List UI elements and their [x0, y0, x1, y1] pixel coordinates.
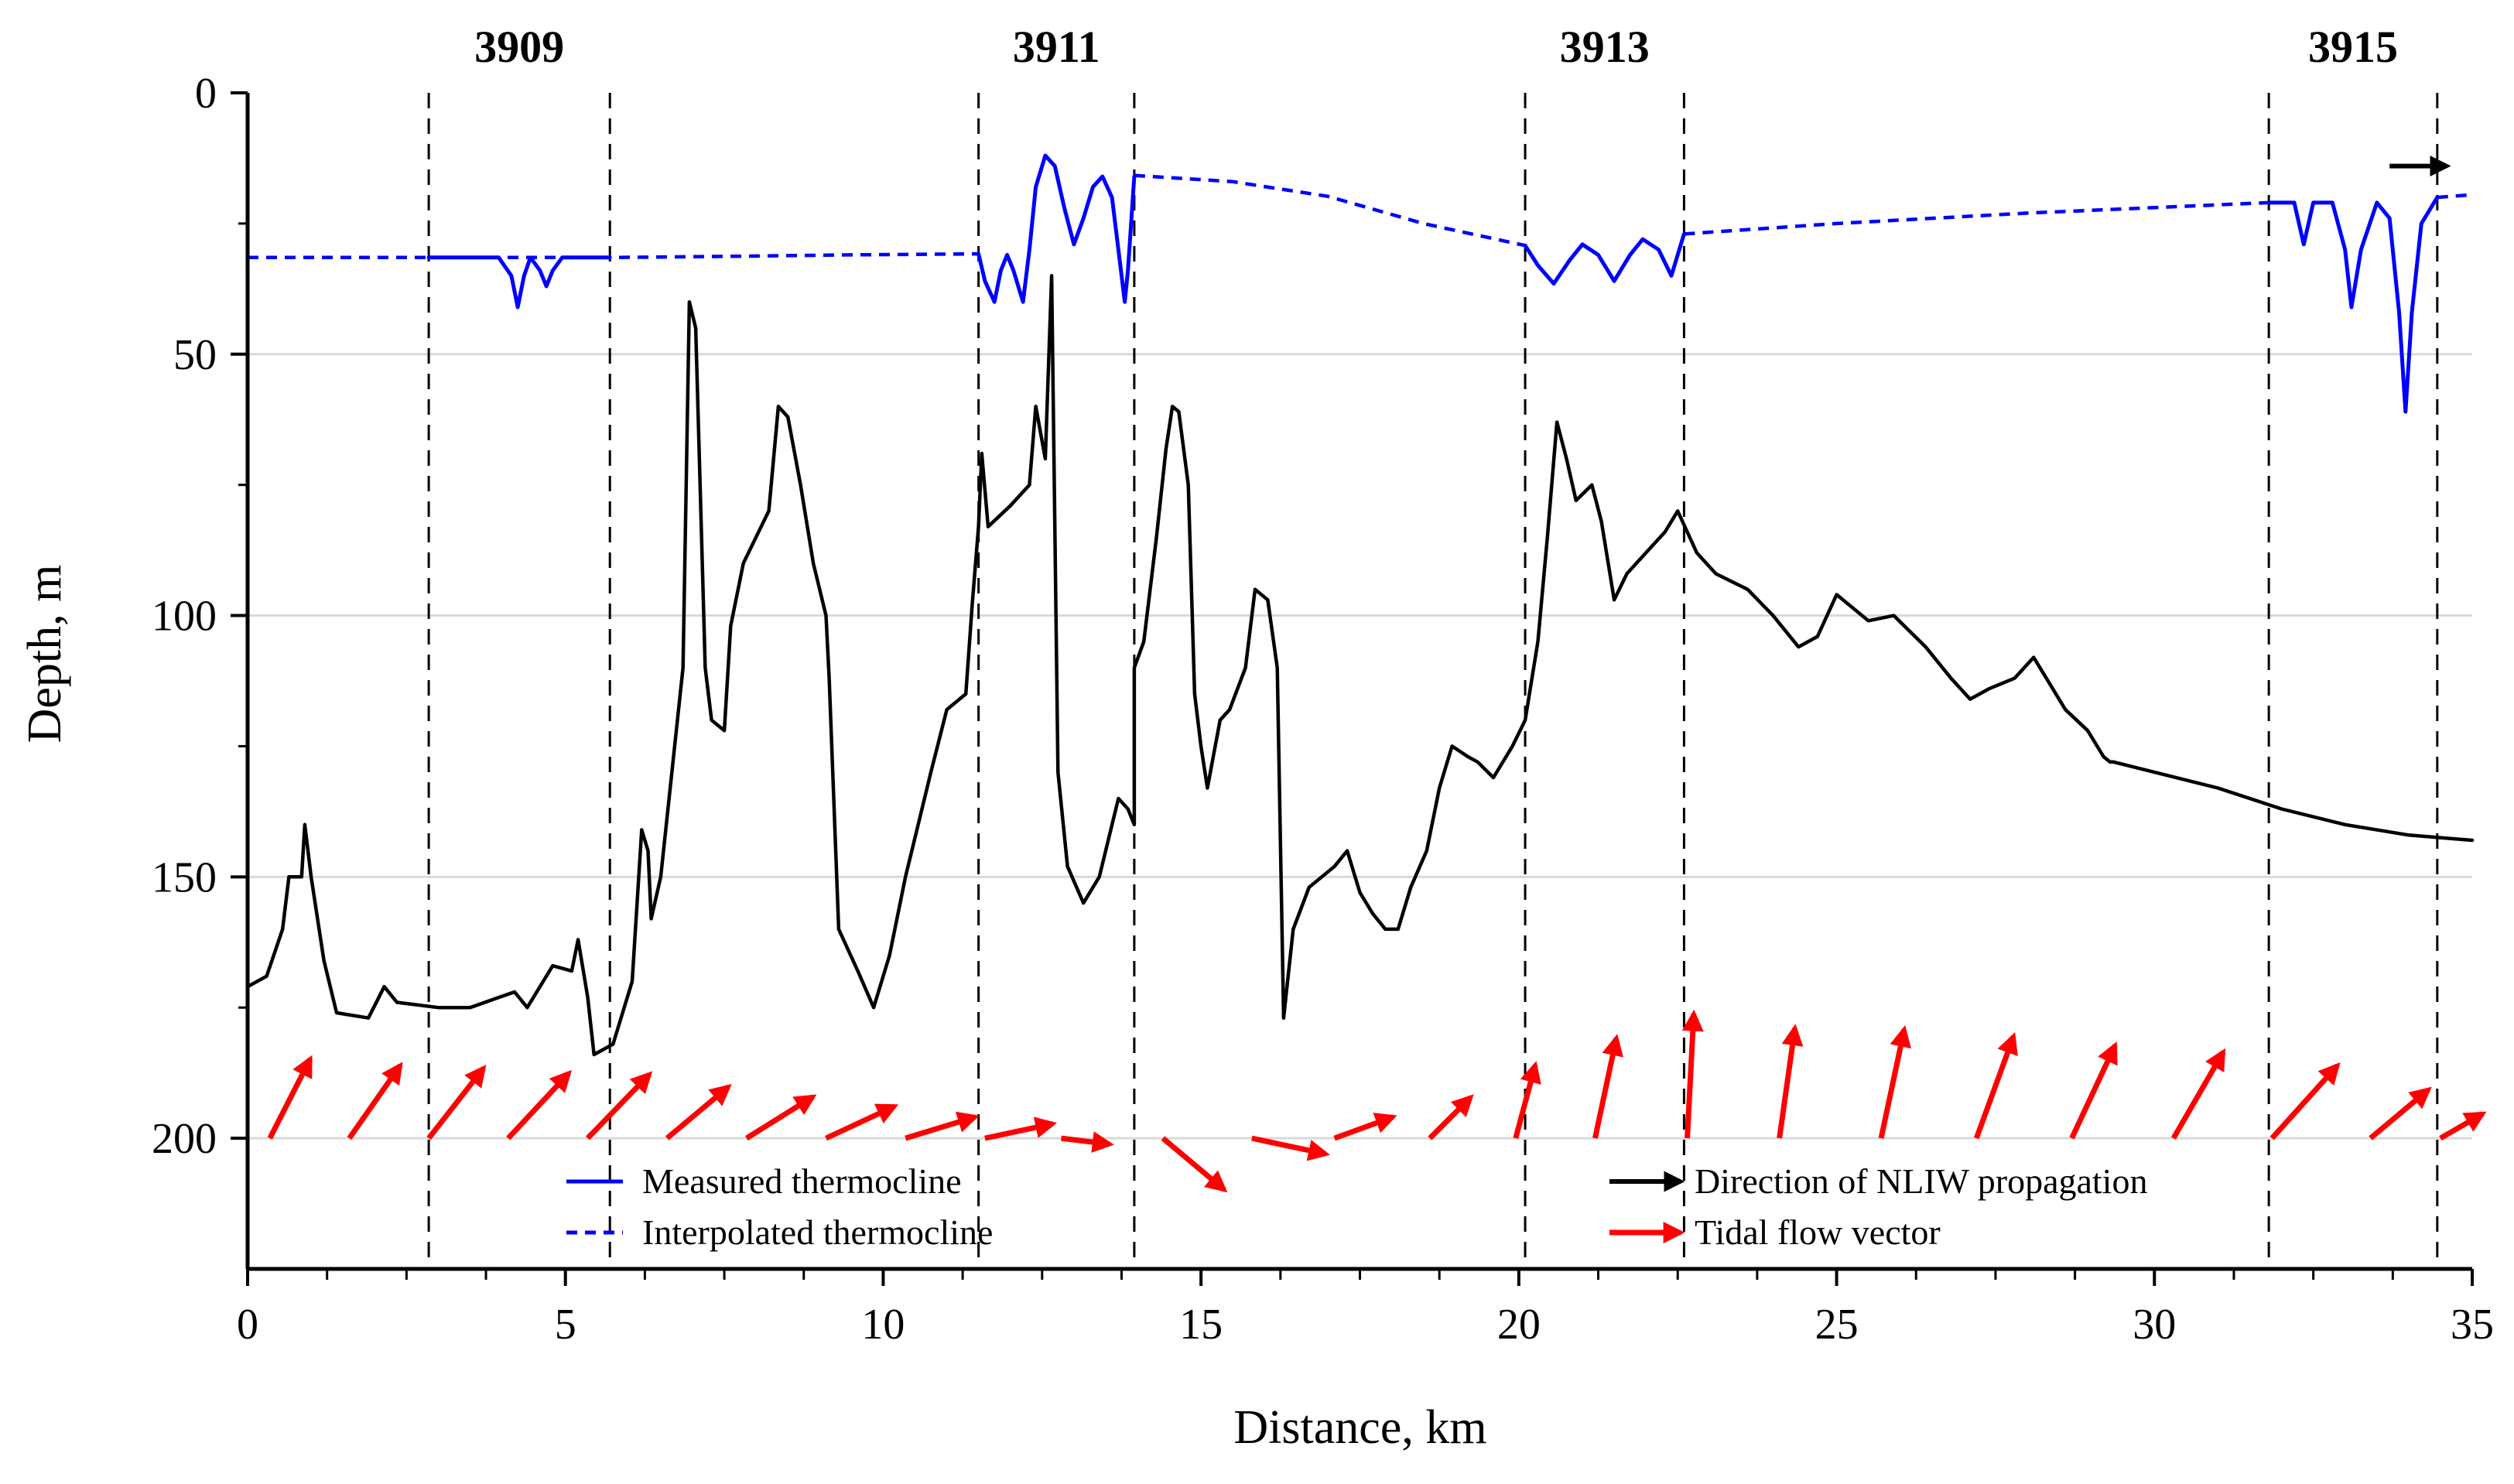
x-tick-label-0: 0 — [237, 1301, 258, 1349]
station-label-3909: 3909 — [474, 22, 564, 72]
tidal-vector-22 — [2170, 1048, 2226, 1140]
tidal-vector-20 — [1973, 1032, 2018, 1140]
series-layer — [245, 153, 2475, 1057]
y-tick-label-200: 200 — [152, 1115, 217, 1163]
tidal-vector-4 — [585, 1071, 653, 1140]
tidal-vector-25 — [2439, 1111, 2487, 1141]
tidal-vector-17 — [1681, 1009, 1704, 1139]
station-label-3911: 3911 — [1013, 22, 1100, 72]
tidal-vector-16 — [1592, 1034, 1623, 1139]
measured-thermocline-line-5 — [426, 255, 612, 309]
tidal-vector-14 — [1428, 1094, 1474, 1140]
tidal-vector-8 — [905, 1111, 980, 1141]
tidal-vector-21 — [2069, 1041, 2118, 1140]
measured-thermocline-line-6 — [977, 153, 1137, 304]
y-tick-label-150: 150 — [152, 853, 217, 901]
interpolated-thermocline-line-4 — [2437, 193, 2473, 200]
tidal-vector-12 — [1251, 1135, 1330, 1161]
tidal-vector-5 — [665, 1083, 732, 1140]
station-lines: 3909 3911 3913 3915 — [427, 22, 2439, 1269]
tidal-vector-19 — [1878, 1025, 1911, 1139]
tidal-vector-3 — [506, 1069, 573, 1140]
x-tick-label-20: 20 — [1497, 1301, 1541, 1349]
tidal-vector-7 — [825, 1103, 899, 1141]
y-tick-label-100: 100 — [152, 593, 217, 641]
interpolated-thermocline-line-1 — [248, 251, 979, 260]
tidal-vectors — [267, 156, 2487, 1193]
x-tick-label-35: 35 — [2451, 1301, 2494, 1349]
station-label-3913: 3913 — [1560, 22, 1650, 72]
axes: 0 50 100 150 200 0 5 10 15 20 25 30 35 — [152, 70, 2494, 1349]
tidal-vector-13 — [1333, 1113, 1397, 1141]
interpolated-thermocline-line-2 — [1134, 173, 1526, 248]
y-axis-title: Depth, m — [19, 565, 71, 744]
tidal-vector-24 — [2369, 1086, 2432, 1140]
tidal-vector-23 — [2269, 1062, 2341, 1140]
x-tick-label-5: 5 — [555, 1301, 576, 1349]
gridlines — [248, 353, 2472, 1140]
measured-thermocline-line-8 — [2266, 195, 2440, 414]
y-tick-label-50: 50 — [173, 331, 217, 379]
tidal-vector-18 — [1777, 1024, 1804, 1139]
interpolated-thermocline-line-3 — [1684, 200, 2269, 236]
tidal-vector-11 — [1161, 1136, 1228, 1193]
tidal-vector-9 — [984, 1116, 1058, 1141]
tidal-vector-2 — [426, 1065, 487, 1140]
x-tick-label-25: 25 — [1815, 1301, 1859, 1349]
legend: Measured thermocline Interpolated thermo… — [566, 1161, 2147, 1252]
legend-propagation-label: Direction of NLIW propagation — [1695, 1161, 2147, 1201]
measured-thermocline-line-7 — [1523, 231, 1686, 286]
legend-measured-label: Measured thermocline — [642, 1161, 962, 1201]
station-label-3915: 3915 — [2308, 22, 2398, 72]
tidal-vector-15 — [1513, 1061, 1541, 1140]
x-tick-label-30: 30 — [2133, 1301, 2176, 1349]
x-axis-title: Distance, km — [1233, 1401, 1486, 1454]
tidal-vector-1 — [347, 1062, 403, 1140]
tidal-vector-10 — [1061, 1131, 1114, 1153]
x-tick-label-15: 15 — [1179, 1301, 1223, 1349]
x-tick-label-10: 10 — [861, 1301, 905, 1349]
legend-interpolated-label: Interpolated thermocline — [642, 1212, 993, 1252]
legend-tidal-label: Tidal flow vector — [1695, 1212, 1941, 1252]
tidal-vector-0 — [267, 1055, 313, 1140]
y-tick-label-0: 0 — [195, 70, 217, 118]
tidal-vector-6 — [744, 1094, 817, 1141]
bathymetry-line-0 — [245, 274, 2475, 1057]
